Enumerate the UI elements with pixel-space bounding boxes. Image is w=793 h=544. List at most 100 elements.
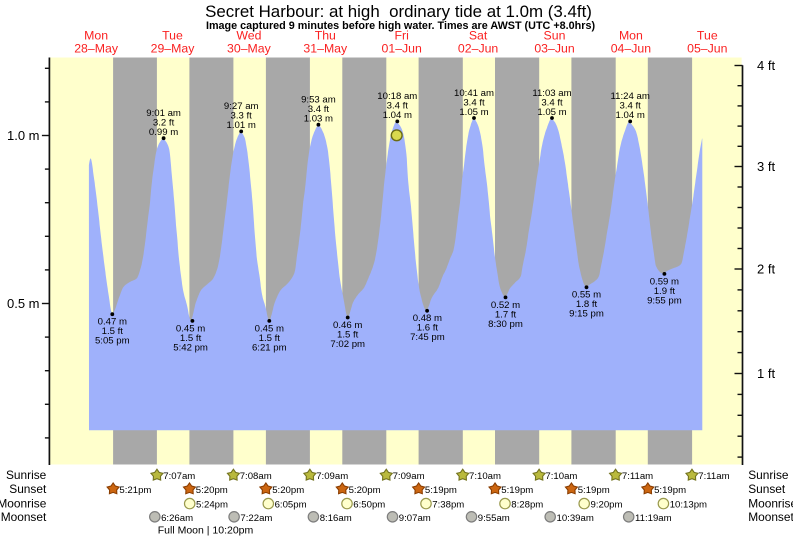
svg-text:Tue: Tue [697,29,718,43]
svg-text:0.48 m: 0.48 m [413,313,442,324]
svg-text:6:05pm: 6:05pm [275,500,307,511]
svg-text:3.3 ft: 3.3 ft [231,111,253,122]
svg-text:8:28pm: 8:28pm [511,500,543,511]
svg-text:Moonrise: Moonrise [0,497,47,511]
svg-text:9:15 pm: 9:15 pm [569,309,604,320]
svg-text:10:39am: 10:39am [557,513,594,524]
svg-text:9:01 am: 9:01 am [146,108,181,119]
svg-text:5:19pm: 5:19pm [578,485,610,496]
svg-text:1.03 m: 1.03 m [304,114,333,125]
svg-text:7:08am: 7:08am [240,471,272,482]
svg-text:9:55 pm: 9:55 pm [647,295,682,306]
svg-text:1.5 ft: 1.5 ft [337,329,359,340]
svg-text:01–Jun: 01–Jun [382,42,423,56]
svg-text:7:10am: 7:10am [545,471,577,482]
svg-text:29–May: 29–May [151,42,196,56]
svg-text:6:21 pm: 6:21 pm [252,342,287,353]
svg-text:Moonset: Moonset [748,510,793,524]
svg-text:1.9 ft: 1.9 ft [654,286,676,297]
svg-text:Moonrise: Moonrise [748,497,793,511]
svg-text:11:19am: 11:19am [635,513,672,524]
svg-text:02–Jun: 02–Jun [458,42,499,56]
svg-text:7:22am: 7:22am [240,513,272,524]
svg-text:5:42 pm: 5:42 pm [173,342,208,353]
svg-text:30–May: 30–May [227,42,272,56]
svg-text:10:13pm: 10:13pm [670,500,707,511]
svg-text:Mon: Mon [619,29,643,43]
svg-text:Sunrise: Sunrise [748,468,789,482]
svg-text:3.4 ft: 3.4 ft [620,101,642,112]
svg-text:5:19pm: 5:19pm [654,485,686,496]
svg-text:03–Jun: 03–Jun [534,42,575,56]
svg-text:9:07am: 9:07am [399,513,431,524]
svg-text:1.5 ft: 1.5 ft [259,333,281,344]
svg-text:Sunset: Sunset [748,482,786,496]
svg-text:7:45 pm: 7:45 pm [410,332,445,343]
svg-text:3.2 ft: 3.2 ft [153,118,175,129]
svg-text:05–Jun: 05–Jun [687,42,728,56]
svg-text:11:24 am: 11:24 am [611,91,650,102]
svg-text:5:05 pm: 5:05 pm [95,336,130,347]
svg-text:5:20pm: 5:20pm [272,485,304,496]
svg-text:8:30 pm: 8:30 pm [488,319,523,330]
svg-text:0.52 m: 0.52 m [491,300,520,311]
svg-text:1.5 ft: 1.5 ft [102,326,124,337]
svg-text:0.59 m: 0.59 m [650,276,679,287]
svg-text:9:20pm: 9:20pm [591,500,623,511]
svg-text:7:02 pm: 7:02 pm [330,339,365,350]
svg-text:5:24pm: 5:24pm [196,500,228,511]
svg-text:0.55 m: 0.55 m [572,290,601,301]
svg-text:0.99 m: 0.99 m [149,127,178,138]
svg-text:6:50pm: 6:50pm [353,500,385,511]
svg-text:31–May: 31–May [303,42,348,56]
svg-text:5:19pm: 5:19pm [501,485,533,496]
svg-text:7:09am: 7:09am [393,471,425,482]
svg-text:7:10am: 7:10am [469,471,501,482]
svg-text:7:38pm: 7:38pm [432,500,464,511]
svg-text:1.04 m: 1.04 m [616,110,645,121]
svg-text:5:20pm: 5:20pm [196,485,228,496]
svg-text:10:41 am: 10:41 am [454,88,494,99]
svg-text:7:11am: 7:11am [698,471,729,482]
svg-text:1.8 ft: 1.8 ft [576,299,598,310]
svg-text:0.46 m: 0.46 m [333,320,362,331]
svg-text:9:53 am: 9:53 am [301,95,336,106]
svg-text:0.45 m: 0.45 m [255,323,284,334]
svg-text:3.4 ft: 3.4 ft [463,97,485,108]
svg-text:1.0 m: 1.0 m [7,128,40,143]
svg-text:Tue: Tue [162,29,183,43]
svg-text:Sat: Sat [469,29,488,43]
svg-text:Wed: Wed [236,29,261,43]
svg-text:5:20pm: 5:20pm [349,485,381,496]
svg-text:4 ft: 4 ft [757,58,775,73]
svg-text:3.4 ft: 3.4 ft [387,101,409,112]
svg-text:Image captured 9 minutes befor: Image captured 9 minutes before high wat… [206,20,595,32]
svg-text:04–Jun: 04–Jun [611,42,652,56]
svg-text:10:18 am: 10:18 am [377,91,417,102]
svg-text:6:26am: 6:26am [161,513,193,524]
svg-text:28–May: 28–May [74,42,119,56]
svg-text:Mon: Mon [84,29,108,43]
svg-text:3 ft: 3 ft [757,159,775,174]
svg-text:Sunset: Sunset [9,482,47,496]
svg-text:1.04 m: 1.04 m [383,110,412,121]
svg-text:1 ft: 1 ft [757,366,775,381]
svg-text:0.47 m: 0.47 m [98,317,127,328]
svg-text:Thu: Thu [315,29,336,43]
svg-text:9:55am: 9:55am [478,513,510,524]
svg-text:7:09am: 7:09am [316,471,348,482]
svg-text:0.45 m: 0.45 m [176,323,205,334]
svg-text:1.7 ft: 1.7 ft [495,309,517,320]
svg-text:Sun: Sun [544,29,566,43]
svg-text:9:27 am: 9:27 am [224,101,259,112]
svg-text:1.6 ft: 1.6 ft [417,323,439,334]
svg-text:3.4 ft: 3.4 ft [541,97,563,108]
svg-text:Sunrise: Sunrise [6,468,47,482]
svg-text:5:21pm: 5:21pm [119,485,151,496]
svg-text:7:11am: 7:11am [622,471,653,482]
svg-text:Secret Harbour: at high ordin: Secret Harbour: at high ordinary tide at… [205,2,592,21]
svg-text:1.01 m: 1.01 m [227,120,256,131]
svg-text:1.05 m: 1.05 m [537,107,566,118]
svg-text:5:19pm: 5:19pm [425,485,457,496]
svg-text:1.05 m: 1.05 m [459,107,488,118]
